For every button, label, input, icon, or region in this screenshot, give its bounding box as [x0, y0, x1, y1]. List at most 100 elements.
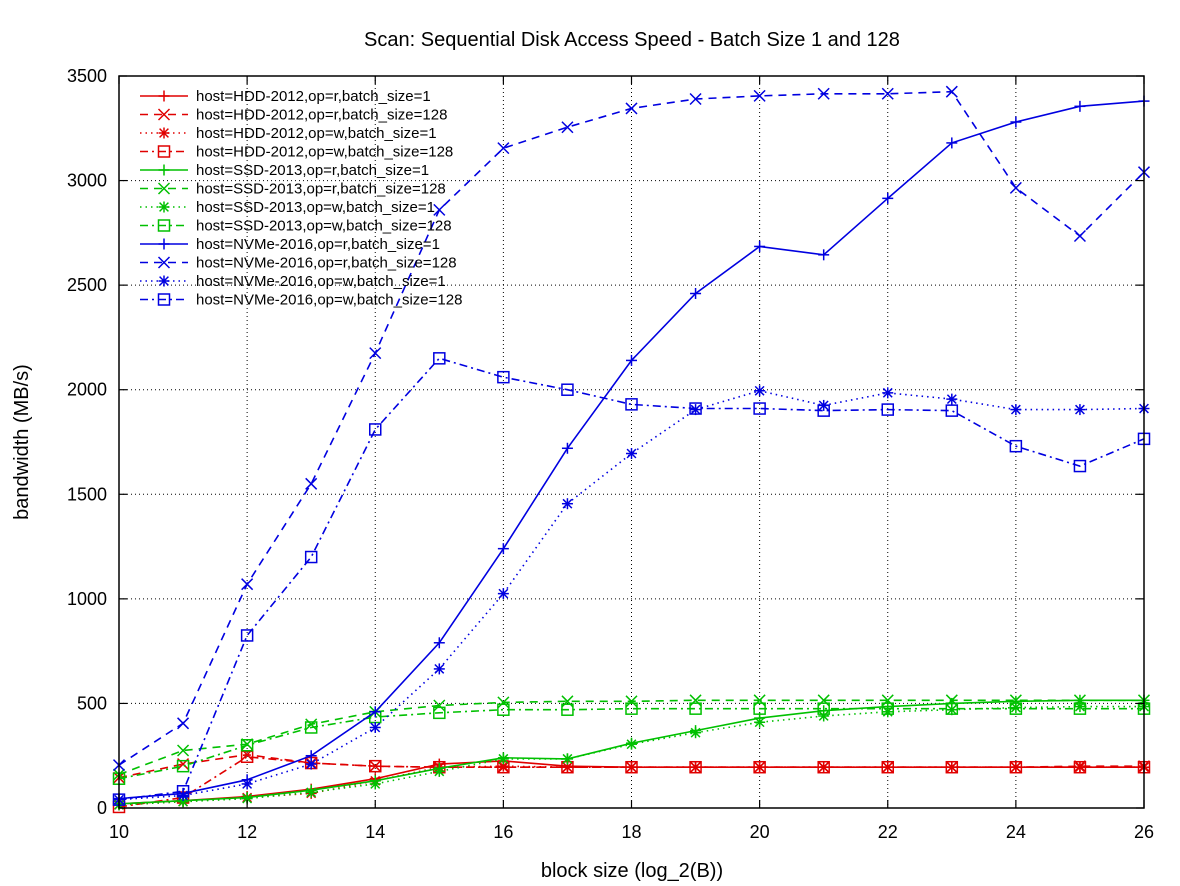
- legend-swatch-marker: [158, 90, 170, 102]
- data-point: [818, 249, 830, 261]
- data-point: [497, 543, 509, 555]
- data-point: [177, 744, 190, 757]
- data-point: [817, 702, 830, 715]
- legend-swatch-marker: [158, 127, 170, 139]
- data-point: [882, 387, 894, 399]
- legend-entry: host=SSD-2013,op=w,batch_size=128: [140, 218, 452, 235]
- data-point: [497, 588, 509, 600]
- data-point: [433, 765, 445, 777]
- data-point: [817, 404, 830, 417]
- y-tick-label: 3000: [67, 171, 107, 191]
- legend-swatch-marker: [157, 219, 171, 232]
- data-point: [625, 102, 638, 115]
- y-tick-label: 2000: [67, 380, 107, 400]
- data-point: [754, 385, 766, 397]
- data-point: [818, 761, 830, 773]
- legend-swatch-marker: [157, 182, 171, 195]
- data-point: [689, 92, 702, 106]
- data-point: [241, 738, 254, 751]
- x-tick-label: 26: [1134, 822, 1154, 842]
- data-point: [241, 578, 254, 591]
- legend: host=HDD-2012,op=r,batch_size=1 host=HDD-…: [140, 88, 462, 309]
- y-tick-label: 0: [97, 798, 107, 818]
- data-point: [433, 203, 446, 216]
- data-point: [945, 85, 958, 98]
- data-point: [304, 721, 318, 734]
- legend-swatch-marker: [158, 238, 170, 250]
- legend-label: host=HDD-2012,op=r,batch_size=128: [196, 107, 447, 124]
- legend-label: host=NVMe-2016,op=w,batch_size=128: [196, 292, 462, 309]
- data-point: [561, 695, 574, 708]
- x-tick-label: 22: [878, 822, 898, 842]
- data-point: [689, 402, 702, 415]
- data-point: [1010, 702, 1022, 714]
- legend-swatch-marker: [158, 275, 170, 287]
- data-point: [497, 753, 509, 765]
- chart-title: Scan: Sequential Disk Access Speed - Bat…: [364, 29, 900, 51]
- data-point: [754, 716, 766, 728]
- data-point: [561, 442, 573, 454]
- data-point: [945, 702, 959, 715]
- data-point: [497, 696, 510, 709]
- data-point: [626, 448, 637, 460]
- data-point: [946, 137, 958, 149]
- data-point: [817, 87, 830, 100]
- data-point: [240, 629, 254, 642]
- y-tick-label: 2500: [67, 275, 107, 295]
- data-point: [1009, 439, 1023, 453]
- x-tick-label: 14: [365, 822, 385, 842]
- data-point: [1073, 459, 1087, 473]
- data-point: [561, 753, 573, 765]
- data-point: [433, 637, 445, 649]
- legend-entry: host=HDD-2012,op=w,batch_size=128: [140, 144, 453, 161]
- data-point: [305, 477, 318, 490]
- data-point: [625, 398, 638, 411]
- data-point: [1073, 702, 1087, 715]
- series-11: [112, 352, 1151, 806]
- series-7: [112, 702, 1151, 785]
- data-point: [690, 727, 702, 739]
- data-point: [817, 760, 830, 774]
- data-point: [881, 760, 894, 774]
- data-point: [369, 760, 382, 773]
- data-point: [1073, 760, 1087, 774]
- data-point: [433, 699, 446, 712]
- legend-swatch-marker: [157, 108, 171, 121]
- data-point: [946, 704, 958, 716]
- x-tick-label: 18: [621, 822, 641, 842]
- series-line: [118, 705, 1144, 806]
- data-point: [369, 759, 382, 773]
- data-point: [1073, 229, 1086, 243]
- data-point: [753, 702, 766, 715]
- x-tick-label: 16: [493, 822, 513, 842]
- data-point: [882, 192, 894, 204]
- x-tick-label: 12: [237, 822, 257, 842]
- legend-swatch-marker: [158, 164, 170, 176]
- legend-swatch-marker: [157, 256, 171, 269]
- data-point: [946, 393, 958, 405]
- y-axis-label: bandwidth (MB/s): [11, 364, 33, 520]
- y-tick-label: 1000: [67, 589, 107, 609]
- axis-ticks: 10 12 14 16 18 20 22 24 26 0 500 1000 1500 2000 2500 30…: [67, 66, 1154, 842]
- x-tick-label: 10: [109, 822, 129, 842]
- data-point: [305, 758, 317, 770]
- data-point: [753, 89, 766, 102]
- x-tick-label: 24: [1006, 822, 1026, 842]
- y-tick-label: 500: [77, 693, 107, 713]
- data-point: [369, 778, 381, 790]
- legend-label: host=SSD-2013,op=w,batch_size=128: [196, 218, 452, 235]
- data-point: [626, 738, 637, 750]
- data-point: [433, 352, 446, 365]
- series-8: [113, 95, 1150, 805]
- legend-entry: host=HDD-2012,op=r,batch_size=128: [140, 107, 447, 124]
- legend-label: host=HDD-2012,op=w,batch_size=128: [196, 144, 453, 161]
- series-6: [113, 701, 1150, 811]
- data-point: [689, 760, 702, 774]
- legend-swatch-marker: [158, 201, 170, 213]
- data-point: [561, 703, 574, 716]
- legend-entry: host=HDD-2012,op=r,batch_size=1: [140, 88, 431, 105]
- data-point: [753, 760, 766, 774]
- data-point: [497, 703, 510, 716]
- legend-label: host=SSD-2013,op=w,batch_size=1: [196, 199, 435, 216]
- data-point: [305, 718, 318, 731]
